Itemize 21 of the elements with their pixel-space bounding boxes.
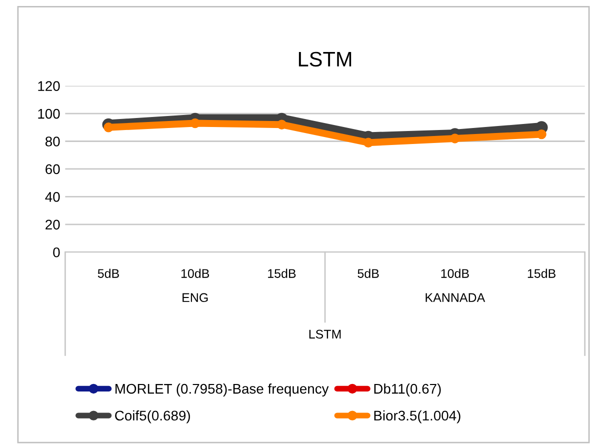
y-tick-label: 80	[45, 136, 60, 146]
x-tick-label: 15dB	[528, 268, 556, 278]
y-tick-label: 120	[38, 81, 60, 91]
y-tick-label: 0	[53, 247, 60, 258]
y-tick-label: 40	[45, 192, 60, 202]
y-tick-label: 100	[38, 108, 60, 119]
legend-label: Bior3.5(1.004)	[374, 410, 460, 424]
legend-label: MORLET (0.7958)-Base frequency	[116, 384, 329, 396]
chart-title: LSTM	[298, 52, 352, 67]
x-tick-label: 5dB	[98, 268, 119, 278]
x-tick-label: 10dB	[441, 268, 469, 278]
y-tick-label: 20	[46, 220, 60, 230]
y-tick-label: 60	[46, 164, 60, 174]
text: KANNADA	[426, 293, 486, 302]
x-axis-title: LSTM	[309, 330, 341, 339]
legend-label: Coif5(0.689)	[115, 410, 190, 424]
legend-label: Db11(0.67)	[374, 384, 441, 396]
x-tick-label: 5dB	[358, 268, 379, 278]
x-tick-label: 15dB	[268, 268, 296, 278]
text: ENG	[182, 293, 208, 302]
x-tick-label: 10dB	[181, 268, 210, 278]
